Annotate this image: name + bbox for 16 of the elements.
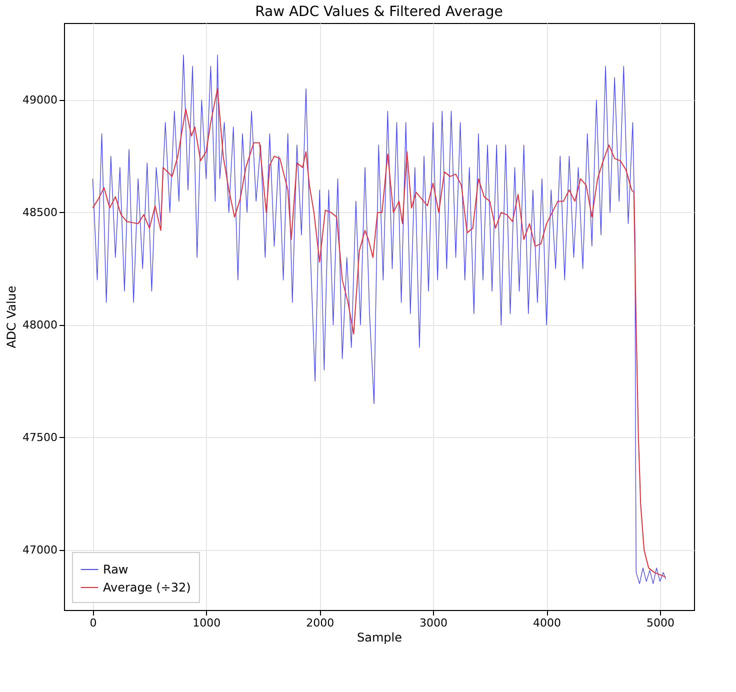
legend-label: Raw: [103, 562, 128, 576]
legend-label: Average (÷32): [103, 580, 191, 594]
chart-title: Raw ADC Values & Filtered Average: [255, 4, 503, 20]
x-tick-label: 0: [90, 616, 97, 630]
y-tick-label: 49000: [22, 93, 58, 106]
x-tick-label: 4000: [533, 616, 562, 630]
x-tick-label: 1000: [192, 616, 221, 630]
x-axis-title: Sample: [357, 630, 402, 644]
y-tick-label: 47000: [22, 543, 58, 556]
y-tick-label: 48000: [22, 318, 58, 332]
y-tick-label: 47500: [22, 430, 58, 444]
x-tick-label: 3000: [420, 616, 448, 630]
y-tick-label: 48500: [22, 206, 58, 219]
x-tick-label: 5000: [646, 616, 674, 630]
y-axis-title: ADC Value: [4, 286, 19, 348]
x-tick-label: 2000: [306, 616, 334, 630]
